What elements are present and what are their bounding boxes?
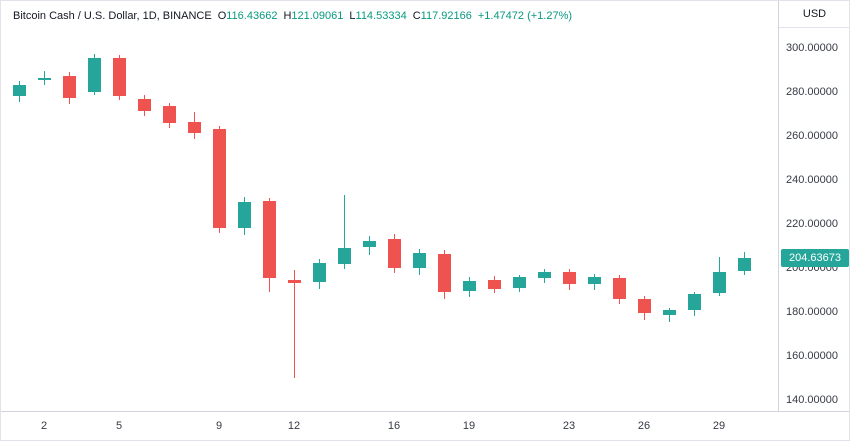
symbol-legend[interactable]: Bitcoin Cash / U.S. Dollar, 1D, BINANCE … [13,9,572,23]
time-axis-label: 23 [562,420,576,432]
time-axis-label: 12 [287,420,301,432]
price-change: +1.47472 (+1.27%) [477,10,573,22]
price-axis-label: 160.00000 [786,350,838,362]
candle-body-down [263,200,276,278]
time-axis-label: 9 [215,420,223,432]
candle-body-up [513,276,526,288]
ohlc-open: O116.43662 [218,9,278,23]
ohlc-low: L114.53334 [349,9,406,23]
ohlc-close-value: 117.92166 [420,10,472,22]
time-axis-label: 16 [387,420,401,432]
candle-body-up [588,276,601,285]
last-price-badge: 204.63673 [781,248,849,267]
price-axis-label: 260.00000 [786,130,838,142]
price-axis-label: 140.00000 [786,394,838,406]
candle-body-down [563,272,576,285]
candle-body-down [113,57,126,97]
ohlc-open-label: O [217,10,227,22]
price-axis-label: 240.00000 [786,174,838,186]
ohlc-high: H121.09061 [283,9,343,23]
ohlc-close-label: C [412,10,421,22]
price-axis[interactable]: USD 204.63673 300.00000 280.00000 260.0000… [778,1,849,411]
candle-body-down [213,129,226,229]
candle-body-up [338,248,351,264]
candle-body-down [638,298,651,314]
candle-body-up [713,272,726,294]
candle-body-up [363,240,376,248]
candle-body-up [313,262,326,283]
time-axis-label: 29 [712,420,726,432]
candle-body-up [38,77,51,80]
candle-wick [344,195,345,270]
candle-body-down [488,280,501,289]
candle-body-down [163,106,176,123]
candle-body-down [188,121,201,133]
time-axis-label: 19 [462,420,476,432]
candle-body-down [138,98,151,111]
price-axis-label: 300.00000 [786,42,838,54]
ohlc-close: C117.92166 [413,9,472,23]
candle-body-up [88,57,101,92]
ohlc-open-value: 116.43662 [226,10,278,22]
candle-body-up [688,294,701,310]
price-chart[interactable]: Bitcoin Cash / U.S. Dollar, 1D, BINANCE … [1,1,778,411]
candle-body-up [738,257,751,272]
price-axis-label: 180.00000 [786,306,838,318]
time-axis-label: 5 [115,420,123,432]
time-axis-label: 26 [637,420,651,432]
ohlc-low-label: L [349,10,356,22]
candle-body-down [438,253,451,293]
candle-body-up [13,85,26,97]
candle-body-down [613,277,626,299]
currency-label: USD [779,1,849,28]
candle-body-up [538,272,551,278]
candle-body-up [238,202,251,229]
symbol-title[interactable]: Bitcoin Cash / U.S. Dollar, 1D, BINANCE [13,10,212,22]
candle-body-down [288,280,301,284]
candle-body-down [388,239,401,268]
candles-layer [1,1,778,411]
candle-body-up [663,309,676,316]
price-axis-label: 280.00000 [786,86,838,98]
price-axis-label: 220.00000 [786,218,838,230]
candle-wick [294,270,295,378]
ohlc-low-value: 114.53334 [355,10,407,22]
time-axis-label: 2 [40,420,48,432]
candle-body-up [463,281,476,292]
candle-body-up [413,252,426,268]
time-axis[interactable]: 2 5 9 12 16 19 23 26 29 [1,411,849,440]
ohlc-high-value: 121.09061 [291,10,344,22]
ohlc-high-label: H [283,10,292,22]
candle-body-down [63,75,76,98]
